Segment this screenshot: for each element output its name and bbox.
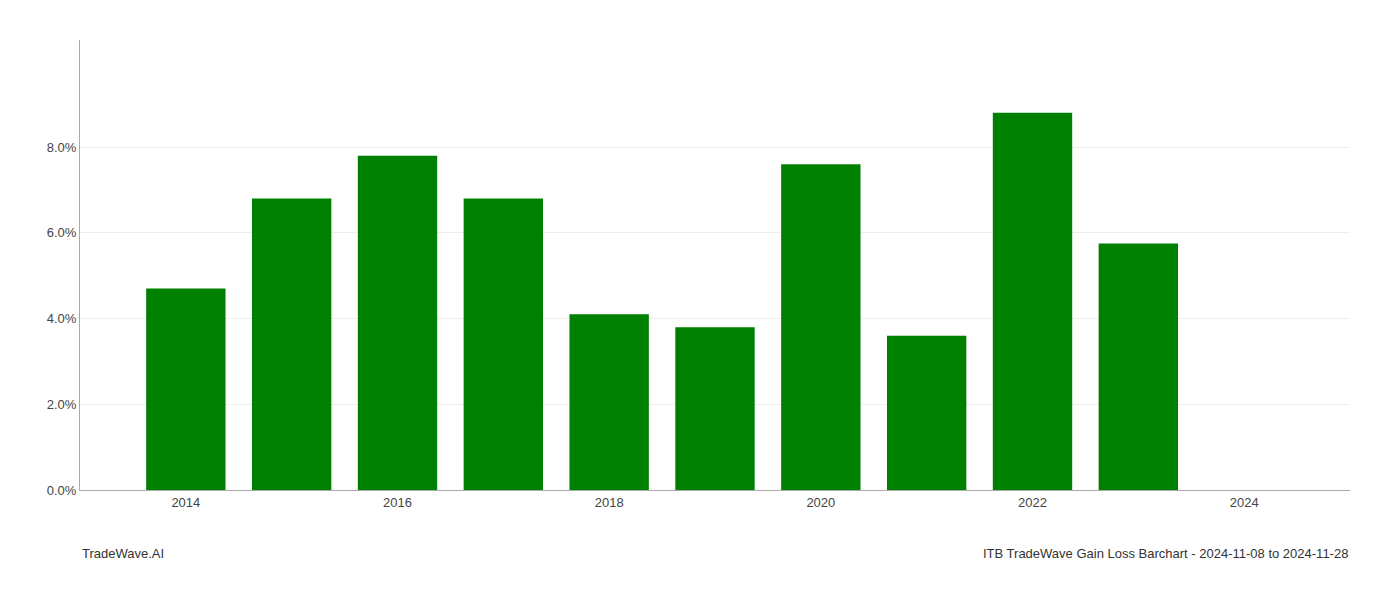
svg-text:2.0%: 2.0% [47,397,77,412]
svg-text:6.0%: 6.0% [47,225,77,240]
svg-text:TradeWave.AI: TradeWave.AI [82,546,164,561]
svg-text:0.0%: 0.0% [47,483,77,498]
svg-text:2022: 2022 [1018,495,1047,510]
svg-text:8.0%: 8.0% [47,140,77,155]
svg-text:ITB TradeWave Gain Loss Barcha: ITB TradeWave Gain Loss Barchart - 2024-… [983,546,1348,561]
svg-text:4.0%: 4.0% [47,311,77,326]
svg-text:2018: 2018 [595,495,624,510]
svg-text:2024: 2024 [1230,495,1259,510]
svg-text:2016: 2016 [383,495,412,510]
svg-text:2020: 2020 [806,495,835,510]
svg-text:2014: 2014 [171,495,200,510]
